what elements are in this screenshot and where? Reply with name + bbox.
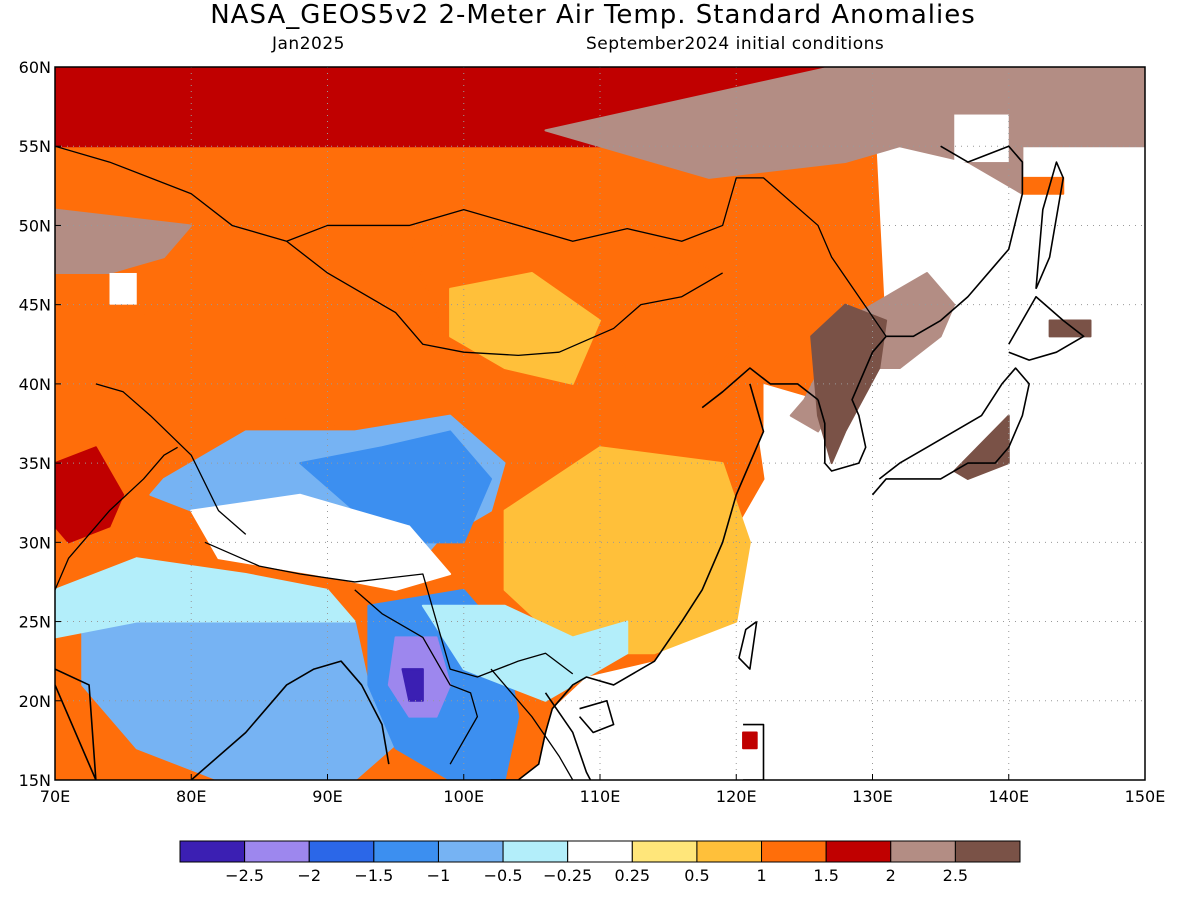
border-russia-china-kaz <box>55 145 887 337</box>
axis-ticks: 70E 80E 90E 100E 110E 120E 130E 140E 150E 15N 20N 2… <box>19 58 1166 806</box>
lat-tick-label: 15N <box>19 771 51 790</box>
coastline-and-borders <box>55 145 1085 780</box>
lon-tick-label: 120E <box>716 787 757 806</box>
colorbar-swatch <box>437 840 504 863</box>
border-mongolia-south <box>286 240 723 357</box>
colorbar-label: −1.5 <box>354 866 393 885</box>
lat-tick-label: 55N <box>19 137 51 156</box>
colorbar-swatch <box>179 840 246 863</box>
nodata-lake-balkhash <box>109 272 137 305</box>
coastline-vietnam-coast <box>544 692 592 780</box>
lat-tick-label: 20N <box>19 692 51 711</box>
colorbar-swatch <box>244 840 310 863</box>
lon-tick-label: 100E <box>443 787 484 806</box>
lat-tick-label: 60N <box>19 58 51 77</box>
border-china-west <box>95 383 247 535</box>
lon-tick-label: 150E <box>1125 787 1166 806</box>
anomaly-region-hokkaido-brown <box>1048 319 1092 338</box>
lat-tick-label: 30N <box>19 533 51 552</box>
border-myanmar-border <box>354 589 479 765</box>
coastline-honshu <box>871 367 1030 496</box>
lon-tick-label: 140E <box>988 787 1029 806</box>
lon-tick-label: 90E <box>312 787 342 806</box>
colorbar-label: 1.5 <box>813 866 838 885</box>
anomaly-region-central-asia-orange <box>55 303 629 465</box>
border-india-border <box>55 446 178 591</box>
coastline-sakhalin <box>1035 161 1065 290</box>
colorbar-label: 2.5 <box>943 866 968 885</box>
border-laos-vietnam <box>490 668 574 780</box>
lon-tick-label: 80E <box>176 787 206 806</box>
colorbar-swatch <box>761 840 827 863</box>
coastline-hainan <box>578 699 615 734</box>
map-frame <box>55 67 1145 780</box>
anomaly-region-korea-dark-brown <box>810 303 888 465</box>
colorbar-label: 0.25 <box>614 866 650 885</box>
coastline-korea-coast <box>817 335 887 472</box>
colorbar-swatch <box>308 840 375 863</box>
anomaly-region-sakhalin-orange <box>1021 176 1065 195</box>
lat-tick-label: 50N <box>19 216 51 235</box>
lon-tick-label: 110E <box>580 787 621 806</box>
graticule <box>55 67 1145 780</box>
anomaly-region-taiwan-red <box>742 731 758 750</box>
colorbar-swatch <box>696 840 763 863</box>
colorbar-label: −2.5 <box>225 866 264 885</box>
anomaly-region-myanmar-indigo <box>401 668 424 702</box>
border-china-south <box>204 541 574 678</box>
coastline-taiwan <box>738 620 758 670</box>
nodata-manchuria <box>954 114 1009 163</box>
coastline-hokkaido <box>1008 295 1085 361</box>
lat-tick-label: 25N <box>19 613 51 632</box>
coastline-india-west <box>55 668 97 780</box>
coastline-luzon <box>743 723 765 780</box>
anomaly-region-south-china-yellow <box>503 446 751 655</box>
colorbar-label: −0.25 <box>543 866 592 885</box>
colorbar-label: −1 <box>427 866 451 885</box>
colorbar-swatch <box>890 840 956 863</box>
colorbar-label: 2 <box>886 866 896 885</box>
colorbar-label: −2 <box>297 866 321 885</box>
colorbar-swatch <box>631 840 698 863</box>
lat-tick-label: 45N <box>19 296 51 315</box>
colorbar-swatch <box>373 840 439 863</box>
coastline-russia-coast <box>886 145 1024 338</box>
colorbar-label: 0.5 <box>684 866 709 885</box>
anomaly-region-pakistan-red <box>55 446 125 544</box>
colorbar-swatch <box>954 840 1021 863</box>
forecast-month: Jan2025 <box>272 34 345 54</box>
colorbar-swatch <box>567 840 633 863</box>
colorbar-swatch <box>502 840 569 863</box>
lat-tick-label: 40N <box>19 375 51 394</box>
coastline-bohai-coast <box>701 367 819 409</box>
colorbar: −2.5 −2 −1.5 −1 −0.5 −0.25 0.25 0.5 1 1.5 2 2.5 <box>179 840 1021 885</box>
anomaly-region-south-lightblue <box>421 604 629 702</box>
colorbar-label: −0.5 <box>484 866 523 885</box>
initial-conditions: September2024 initial conditions <box>586 34 885 54</box>
anomaly-region-mongolia-light <box>449 271 601 385</box>
lon-tick-label: 70E <box>40 787 70 806</box>
coastline-china-coast <box>517 383 765 780</box>
map-title: NASA_GEOS5v2 2-Meter Air Temp. Standard … <box>210 0 976 30</box>
anomaly-region-himalaya-white <box>190 493 452 591</box>
colorbar-swatch <box>825 840 892 863</box>
anomaly-region-india-light <box>55 557 356 639</box>
coastline-bay-of-bengal <box>190 660 390 780</box>
colorbar-label: 1 <box>756 866 766 885</box>
lon-tick-label: 130E <box>852 787 893 806</box>
lat-tick-label: 35N <box>19 454 51 473</box>
